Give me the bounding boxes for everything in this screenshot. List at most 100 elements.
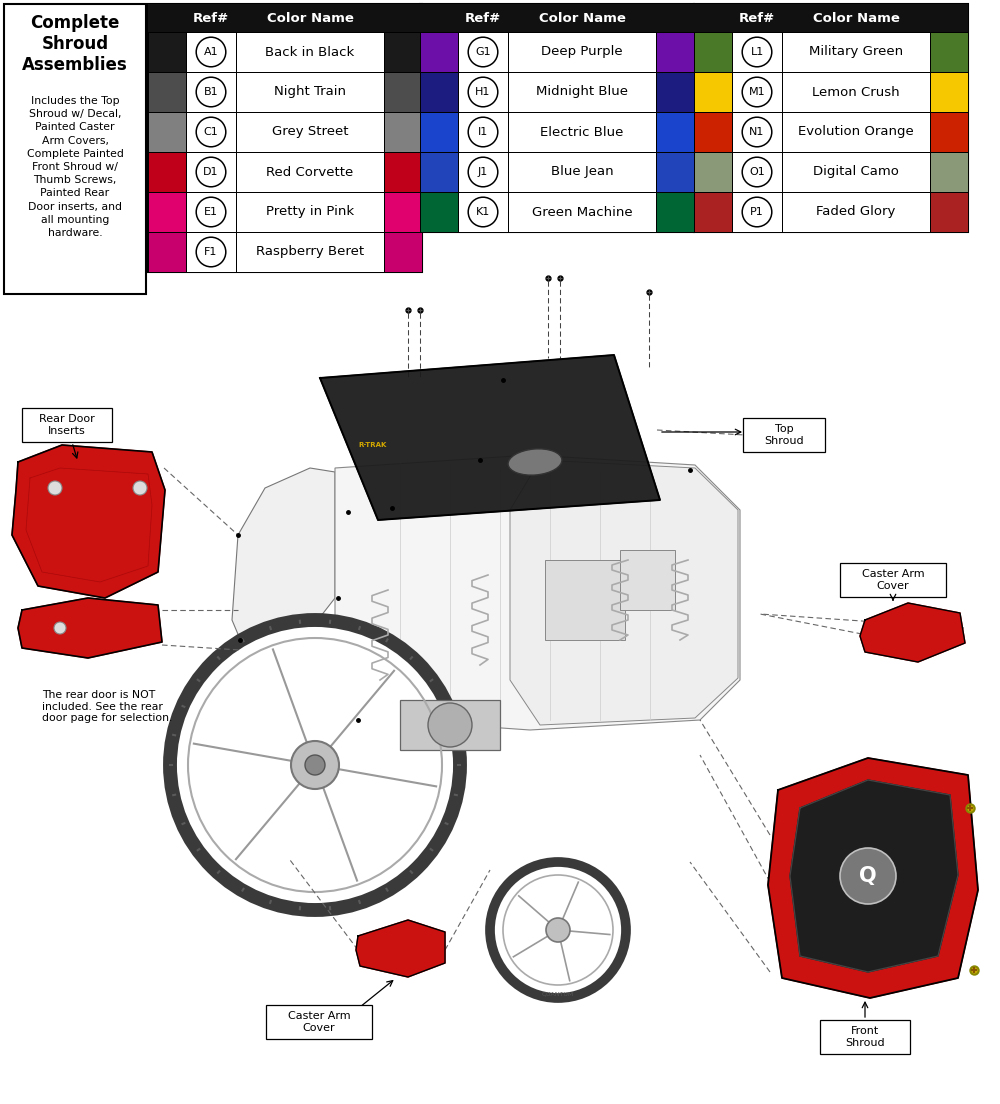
- Bar: [694, 152, 732, 192]
- Text: Ref#: Ref#: [465, 11, 501, 24]
- Polygon shape: [232, 468, 335, 658]
- Bar: [656, 32, 694, 72]
- Bar: [420, 4, 694, 32]
- Bar: [148, 72, 186, 112]
- Bar: [620, 550, 675, 611]
- Bar: [420, 72, 458, 112]
- Text: Color Name: Color Name: [539, 11, 625, 24]
- Text: Blue Jean: Blue Jean: [551, 166, 613, 179]
- Circle shape: [468, 198, 498, 226]
- Text: J1: J1: [478, 167, 488, 177]
- Bar: [4, 4, 146, 294]
- Circle shape: [48, 481, 62, 495]
- Circle shape: [468, 157, 498, 187]
- Bar: [930, 32, 968, 72]
- Text: G1: G1: [475, 47, 491, 57]
- Bar: [694, 4, 968, 232]
- Circle shape: [468, 38, 498, 67]
- Circle shape: [468, 117, 498, 147]
- Circle shape: [170, 620, 460, 910]
- FancyBboxPatch shape: [22, 408, 112, 442]
- Text: The rear door is NOT
included. See the rear
door page for selection.: The rear door is NOT included. See the r…: [42, 690, 172, 723]
- Text: Color Name: Color Name: [813, 11, 899, 24]
- Bar: [236, 72, 384, 112]
- Text: Top
Shroud: Top Shroud: [764, 424, 804, 446]
- Text: Caster Arm
Cover: Caster Arm Cover: [288, 1011, 350, 1033]
- Bar: [732, 192, 782, 232]
- Text: Back in Black: Back in Black: [265, 45, 355, 59]
- Text: Evolution Orange: Evolution Orange: [798, 126, 914, 138]
- Polygon shape: [320, 355, 660, 520]
- Text: R-TRAK: R-TRAK: [358, 442, 386, 448]
- Circle shape: [742, 198, 772, 226]
- Bar: [186, 192, 236, 232]
- Text: Raspberry Beret: Raspberry Beret: [256, 245, 364, 258]
- Bar: [148, 4, 422, 272]
- Bar: [384, 192, 422, 232]
- Bar: [384, 232, 422, 272]
- Bar: [458, 192, 508, 232]
- Polygon shape: [768, 758, 978, 998]
- Text: Faded Glory: Faded Glory: [816, 205, 896, 219]
- Bar: [508, 32, 656, 72]
- Text: Digital Camo: Digital Camo: [813, 166, 899, 179]
- Circle shape: [196, 77, 226, 107]
- Text: A1: A1: [204, 47, 218, 57]
- Bar: [458, 72, 508, 112]
- Circle shape: [546, 919, 570, 942]
- Text: Military Green: Military Green: [809, 45, 903, 59]
- Bar: [656, 152, 694, 192]
- Bar: [458, 112, 508, 152]
- Polygon shape: [356, 920, 445, 977]
- Bar: [732, 32, 782, 72]
- Polygon shape: [26, 468, 152, 582]
- Polygon shape: [335, 455, 740, 730]
- FancyBboxPatch shape: [266, 1005, 372, 1039]
- Bar: [384, 32, 422, 72]
- Bar: [420, 152, 458, 192]
- Bar: [236, 152, 384, 192]
- Circle shape: [196, 117, 226, 147]
- Circle shape: [742, 117, 772, 147]
- Bar: [656, 192, 694, 232]
- Bar: [186, 152, 236, 192]
- Text: Lemon Crush: Lemon Crush: [812, 85, 900, 98]
- Circle shape: [742, 77, 772, 107]
- Circle shape: [54, 622, 66, 634]
- Bar: [148, 152, 186, 192]
- Text: Grey Street: Grey Street: [272, 126, 348, 138]
- Bar: [732, 152, 782, 192]
- Bar: [148, 32, 186, 72]
- Text: Pretty in Pink: Pretty in Pink: [266, 205, 354, 219]
- Bar: [186, 72, 236, 112]
- Bar: [186, 232, 236, 272]
- Circle shape: [196, 38, 226, 67]
- Bar: [458, 32, 508, 72]
- Text: L1: L1: [750, 47, 764, 57]
- Bar: [420, 112, 458, 152]
- Bar: [930, 192, 968, 232]
- Text: QUANTUM: QUANTUM: [542, 991, 574, 997]
- Bar: [694, 4, 968, 32]
- Bar: [458, 152, 508, 192]
- Text: N1: N1: [749, 127, 765, 137]
- Bar: [732, 112, 782, 152]
- Bar: [186, 112, 236, 152]
- Circle shape: [468, 77, 498, 107]
- FancyBboxPatch shape: [840, 563, 946, 597]
- Bar: [930, 72, 968, 112]
- Bar: [236, 232, 384, 272]
- Polygon shape: [790, 781, 958, 972]
- Bar: [782, 32, 930, 72]
- Bar: [782, 72, 930, 112]
- Text: Complete
Shroud
Assemblies: Complete Shroud Assemblies: [22, 14, 128, 74]
- Circle shape: [428, 703, 472, 747]
- Text: H1: H1: [475, 87, 491, 97]
- Bar: [400, 700, 500, 750]
- Text: Ref#: Ref#: [193, 11, 229, 24]
- Text: Color Name: Color Name: [267, 11, 353, 24]
- Text: P1: P1: [750, 208, 764, 217]
- Bar: [694, 192, 732, 232]
- Polygon shape: [510, 460, 738, 725]
- Bar: [508, 192, 656, 232]
